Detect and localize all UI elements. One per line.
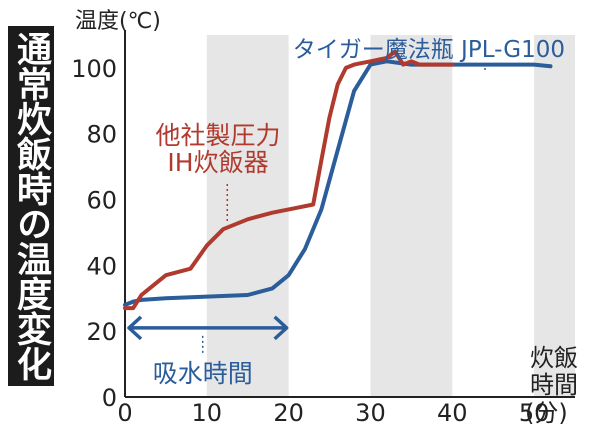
- shaded-band-2: [534, 35, 575, 397]
- x-tick-label-50: 50: [519, 399, 550, 427]
- x-axis-label-line1: 炊飯: [530, 344, 578, 372]
- shaded-band-1: [370, 35, 453, 397]
- y-tick-label-0: 0: [102, 384, 117, 412]
- y-tick-label-60: 60: [86, 187, 117, 215]
- chart-title-box: 通常炊飯時の温度変化: [8, 26, 54, 386]
- x-tick-label-10: 10: [192, 399, 223, 427]
- soak-arrow-right-head: [273, 315, 289, 341]
- x-tick-label-0: 0: [117, 399, 132, 427]
- x-axis-label-line3: (分): [525, 399, 568, 427]
- y-axis-label: 温度(℃): [75, 9, 161, 34]
- x-tick-label-30: 30: [355, 399, 386, 427]
- y-tick-label-100: 100: [71, 55, 117, 83]
- soak-time-label: 吸水時間: [153, 359, 253, 388]
- other-series-label-line1: 他社製圧力: [155, 121, 280, 150]
- y-tick-label-20: 20: [86, 318, 117, 346]
- x-axis-label-line2: 時間: [530, 371, 578, 399]
- tiger-series-line: [123, 59, 553, 307]
- chart-title: 通常炊飯時の温度変化: [11, 31, 51, 381]
- x-tick-label-20: 20: [273, 399, 304, 427]
- soak-arrow-left-head: [127, 315, 143, 341]
- shaded-band-0: [206, 35, 289, 397]
- tiger-series-label: タイガー魔法瓶 JPL-G100: [293, 37, 565, 63]
- other-series-label-line2: IH炊飯器: [167, 148, 268, 177]
- x-tick-label-40: 40: [437, 399, 468, 427]
- y-tick-label-40: 40: [86, 252, 117, 280]
- other-ih-series-line: [123, 49, 455, 311]
- y-tick-label-80: 80: [86, 121, 117, 149]
